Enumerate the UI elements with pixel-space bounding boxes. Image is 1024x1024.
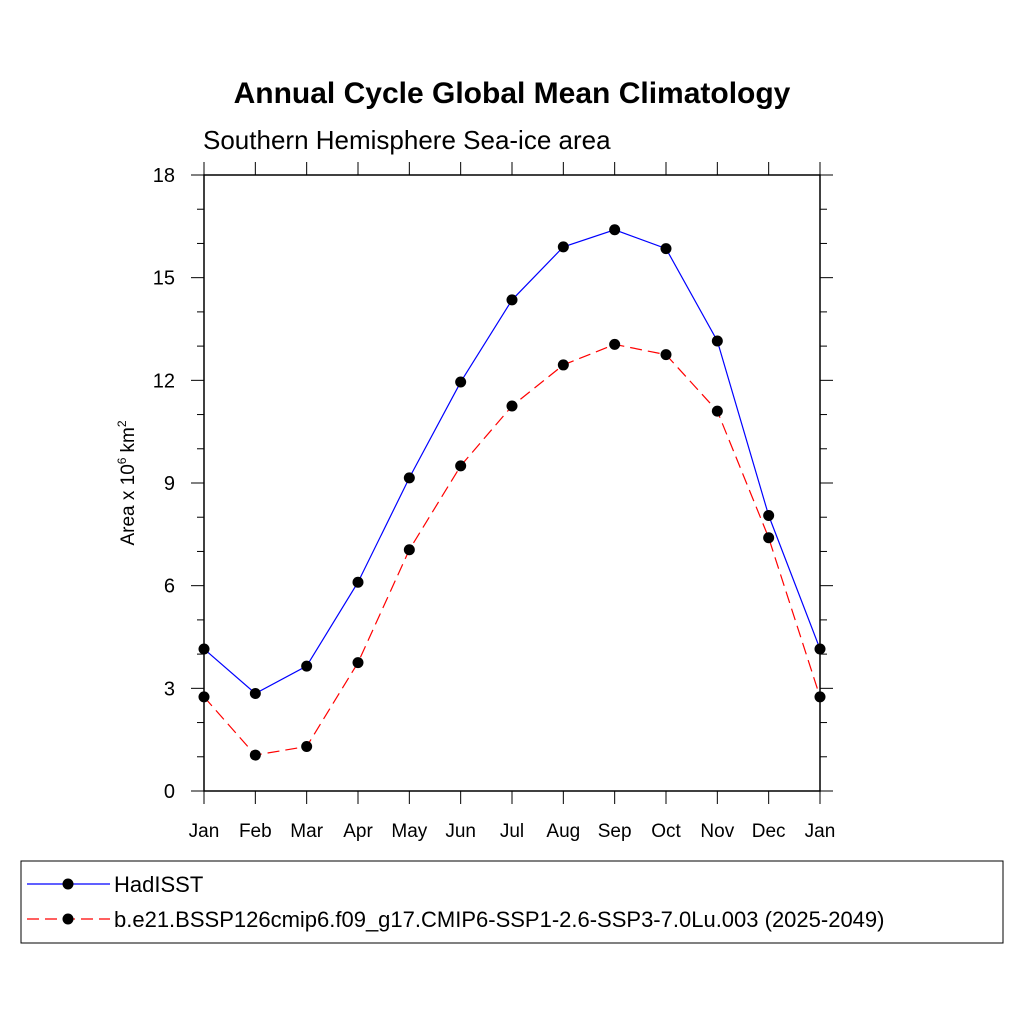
- x-tick-label: Sep: [598, 821, 632, 842]
- y-tick-label: 6: [164, 576, 175, 598]
- data-point: [249, 687, 261, 699]
- data-point: [403, 544, 415, 556]
- y-tick-label: 18: [153, 165, 175, 187]
- data-point: [301, 660, 313, 672]
- legend-label: HadISST: [114, 872, 203, 897]
- data-point: [814, 691, 826, 703]
- data-point: [249, 749, 261, 761]
- legend-box: [20, 860, 1004, 944]
- x-tick-label: Jun: [445, 821, 476, 842]
- y-axis-label-unit-exponent: 2: [115, 420, 129, 427]
- data-point: [763, 510, 775, 522]
- legend-marker: [62, 913, 74, 925]
- x-tick-label: Dec: [752, 821, 786, 842]
- y-tick-label: 9: [164, 473, 175, 495]
- plot-frame: [203, 174, 821, 792]
- x-tick-label: May: [391, 821, 427, 842]
- y-tick-label: 3: [164, 678, 175, 700]
- data-point: [711, 405, 723, 417]
- y-axis-label-unit: km: [118, 427, 139, 452]
- y-axis-label: Area x 106 km2: [115, 420, 139, 545]
- data-point: [814, 643, 826, 655]
- data-point: [403, 472, 415, 484]
- series-layer: [198, 224, 826, 761]
- y-axis-label-exponent: 6: [115, 457, 129, 464]
- data-point: [301, 741, 313, 753]
- x-tick-label: Jan: [189, 821, 220, 842]
- series-2: [198, 338, 826, 761]
- y-tick-label: 12: [153, 370, 175, 392]
- chart-subtitle: Southern Hemisphere Sea-ice area: [203, 125, 611, 155]
- data-point: [455, 376, 467, 388]
- chart-title: Annual Cycle Global Mean Climatology: [234, 77, 791, 110]
- legend-marker: [62, 878, 74, 890]
- svg-text:Area x 106km2: Area x 106 km2: [115, 420, 139, 545]
- data-point: [711, 335, 723, 347]
- data-point: [352, 576, 364, 588]
- data-point: [557, 241, 569, 253]
- data-point: [198, 643, 210, 655]
- data-point: [557, 359, 569, 371]
- data-point: [198, 691, 210, 703]
- data-point: [660, 349, 672, 361]
- data-point: [455, 460, 467, 472]
- x-tick-label: Mar: [290, 821, 323, 842]
- x-tick-label: Jan: [805, 821, 836, 842]
- data-point: [763, 532, 775, 544]
- x-tick-label: Aug: [546, 821, 580, 842]
- legend: HadISST b.e21.BSSP126cmip6.f09_g17.CMIP6-…: [27, 872, 884, 932]
- x-tick-label: Oct: [651, 821, 681, 842]
- plot-axes: 0 3 6 9 12 15 18 Jan Feb Mar Apr May Jun Jul Aug Sep Oct…: [153, 162, 836, 842]
- series-1: [198, 224, 826, 699]
- y-axis-label-prefix: Area x 10: [118, 464, 139, 545]
- data-point: [506, 400, 518, 412]
- data-point: [609, 224, 621, 236]
- data-point: [609, 338, 621, 350]
- x-tick-label: Nov: [700, 821, 734, 842]
- data-point: [352, 657, 364, 669]
- x-tick-label: Jul: [500, 821, 524, 842]
- y-tick-label: 15: [153, 268, 175, 290]
- legend-item-1: HadISST: [27, 872, 203, 897]
- data-point: [660, 243, 672, 255]
- legend-label: b.e21.BSSP126cmip6.f09_g17.CMIP6-SSP1-2.…: [114, 907, 884, 932]
- data-point: [506, 294, 518, 306]
- x-tick-label: Apr: [343, 821, 373, 842]
- x-tick-label: Feb: [239, 821, 272, 842]
- y-tick-label: 0: [164, 781, 175, 803]
- legend-item-2: b.e21.BSSP126cmip6.f09_g17.CMIP6-SSP1-2.…: [27, 907, 884, 932]
